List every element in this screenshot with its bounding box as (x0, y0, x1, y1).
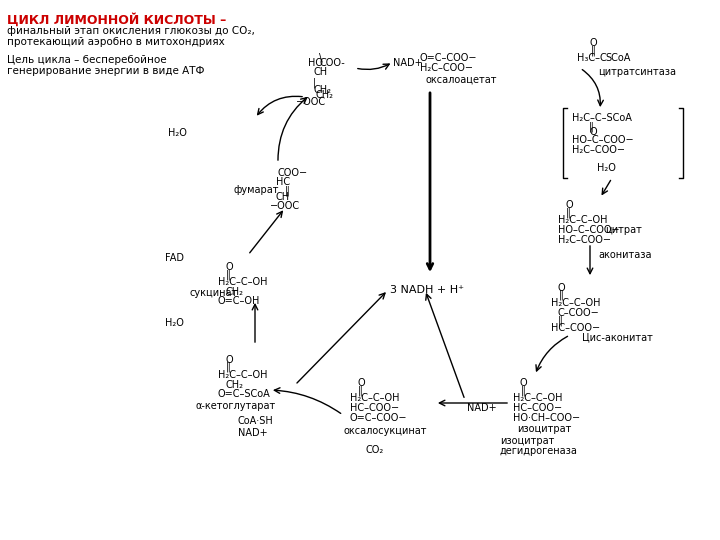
Text: CH₂: CH₂ (226, 287, 244, 297)
Text: ‖: ‖ (226, 269, 231, 280)
Text: ‖: ‖ (226, 362, 231, 373)
Text: C–COO−: C–COO− (558, 308, 600, 318)
Text: ЦИКЛ ЛИМОННОЙ КИСЛОТЫ –: ЦИКЛ ЛИМОННОЙ КИСЛОТЫ – (7, 13, 226, 26)
Text: HC–COO−: HC–COO− (551, 323, 600, 333)
Text: H₂C–C–OH: H₂C–C–OH (218, 370, 268, 380)
Text: H₃C–C: H₃C–C (577, 53, 607, 63)
Text: финальный этап окисления глюкозы до CO₂,: финальный этап окисления глюкозы до CO₂, (7, 26, 255, 36)
Text: ‖: ‖ (566, 207, 571, 218)
Text: аконитаза: аконитаза (598, 250, 652, 260)
Text: H₂C–C–SCoA: H₂C–C–SCoA (572, 113, 632, 123)
Text: ‖: ‖ (589, 121, 594, 132)
Text: оксалосукцинат: оксалосукцинат (343, 426, 426, 436)
Text: O: O (225, 262, 233, 272)
Text: H₂C–COO−: H₂C–COO− (420, 63, 473, 73)
Text: ‖: ‖ (558, 316, 563, 327)
Text: HC–COO−: HC–COO− (350, 403, 399, 413)
Text: ‖: ‖ (358, 385, 363, 395)
Text: сукцинат: сукцинат (190, 288, 238, 298)
Text: O: O (558, 283, 566, 293)
Text: H₂C–C–OH: H₂C–C–OH (513, 393, 562, 403)
Text: HO·CH–COO−: HO·CH–COO− (513, 413, 580, 423)
Text: \: \ (319, 53, 323, 63)
Text: HO.: HO. (308, 58, 325, 68)
Text: O: O (520, 378, 528, 388)
Text: CH: CH (313, 67, 327, 77)
Text: ‖: ‖ (285, 185, 290, 195)
Text: H₂C–COO−: H₂C–COO− (558, 235, 611, 245)
Text: протекающий аэробно в митохондриях: протекающий аэробно в митохондриях (7, 37, 225, 47)
Text: H₂O: H₂O (168, 128, 187, 138)
Text: H₂O: H₂O (597, 163, 616, 173)
Text: NAD+: NAD+ (238, 428, 268, 438)
Text: CH₂: CH₂ (316, 90, 334, 100)
Text: оксалоацетат: оксалоацетат (425, 75, 497, 85)
Text: CH₂: CH₂ (313, 85, 331, 95)
Text: Цис-аконитат: Цис-аконитат (582, 332, 653, 342)
Text: генерирование энергии в виде АТФ: генерирование энергии в виде АТФ (7, 66, 204, 76)
Text: NAD+: NAD+ (393, 58, 423, 68)
Text: H₂O: H₂O (165, 318, 184, 328)
Text: O=C–COO−: O=C–COO− (350, 413, 408, 423)
Text: O: O (589, 127, 597, 137)
Text: α-кетоглутарат: α-кетоглутарат (196, 401, 276, 411)
Text: CH₂: CH₂ (226, 380, 244, 390)
Text: O: O (357, 378, 364, 388)
Text: H₂C–C–OH: H₂C–C–OH (350, 393, 400, 403)
Text: O: O (565, 200, 572, 210)
Text: H₂C–C–OH: H₂C–C–OH (558, 215, 608, 225)
Text: CO₂: CO₂ (365, 445, 383, 455)
Text: изоцитрат: изоцитрат (500, 436, 554, 446)
Text: O=C–SCoA: O=C–SCoA (218, 389, 271, 399)
Text: SCoA: SCoA (605, 53, 631, 63)
Text: COO−: COO− (278, 168, 308, 178)
Text: |: | (313, 78, 316, 89)
Text: фумарат: фумарат (234, 185, 279, 195)
Text: H₂C–COO−: H₂C–COO− (572, 145, 625, 155)
Text: HO–C–COO−: HO–C–COO− (572, 135, 634, 145)
Text: цитрат: цитрат (605, 225, 642, 235)
Text: дегидрогеназа: дегидрогеназа (500, 446, 578, 456)
Text: ‖: ‖ (521, 385, 526, 395)
Text: изоцитрат: изоцитрат (517, 424, 572, 434)
Text: H₂C–C–OH: H₂C–C–OH (551, 298, 600, 308)
Text: NAD+: NAD+ (467, 403, 497, 413)
Text: O: O (225, 355, 233, 365)
Text: O: O (590, 38, 598, 48)
Text: HC–COO−: HC–COO− (513, 403, 562, 413)
Text: −OOC: −OOC (270, 201, 300, 211)
Text: Цель цикла – бесперебойное: Цель цикла – бесперебойное (7, 55, 166, 65)
Text: CoA·SH: CoA·SH (238, 416, 274, 426)
Text: O=C–COO−: O=C–COO− (420, 53, 477, 63)
Text: −OOC: −OOC (296, 97, 326, 107)
Text: HO–C–COO−: HO–C–COO− (558, 225, 620, 235)
Text: O=C–OH: O=C–OH (218, 296, 261, 306)
Text: ‖: ‖ (559, 290, 564, 300)
Text: 3 NADH + H⁺: 3 NADH + H⁺ (390, 285, 464, 295)
Text: CH: CH (276, 192, 290, 202)
Text: FAD: FAD (165, 253, 184, 263)
Text: COO-: COO- (319, 58, 345, 68)
Text: цитратсинтаза: цитратсинтаза (598, 67, 676, 77)
Text: H₂C–C–OH: H₂C–C–OH (218, 277, 268, 287)
Text: ‖: ‖ (591, 45, 596, 56)
Text: HC: HC (276, 177, 290, 187)
